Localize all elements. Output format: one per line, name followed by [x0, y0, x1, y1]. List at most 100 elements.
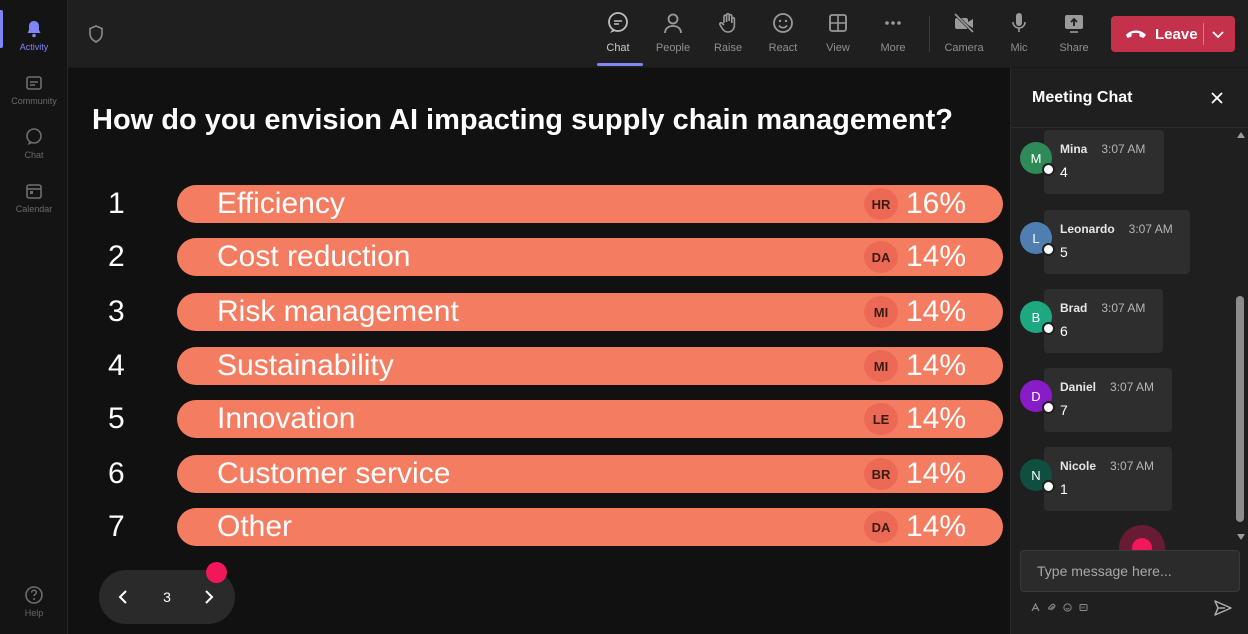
scroll-down-arrow[interactable] [1237, 534, 1245, 540]
option-percent: 14% [906, 402, 967, 435]
option-label: Cost reduction [217, 240, 411, 273]
click-indicator-dot [206, 562, 227, 583]
option-bar[interactable]: Cost reduction DA 14% [177, 238, 1003, 276]
option-label: Customer service [217, 457, 451, 490]
presence-status-icon [1042, 163, 1055, 176]
shield-icon[interactable] [86, 24, 106, 44]
message-time: 3:07 AM [1101, 142, 1146, 156]
poll-option[interactable]: 3 Risk management MI 14% [68, 293, 1010, 331]
rail-active-indicator [0, 10, 3, 48]
poll-option[interactable]: 7 Other DA 14% [68, 508, 1010, 546]
phone-hangup-icon [1125, 26, 1147, 42]
poll-option[interactable]: 1 Efficiency HR 16% [68, 185, 1010, 223]
close-icon[interactable] [1209, 90, 1225, 106]
option-number: 1 [108, 187, 125, 220]
chat-scrollbar[interactable] [1233, 130, 1247, 544]
chat-message: Leonardo 3:07 AM 5 L [1011, 210, 1231, 274]
presence-status-icon [1042, 322, 1055, 335]
toolbar-mic-button[interactable]: Mic [992, 10, 1046, 60]
option-bar[interactable]: Other DA 14% [177, 508, 1003, 546]
message-time: 3:07 AM [1110, 380, 1155, 394]
toolbar-view-button[interactable]: View [811, 10, 865, 60]
option-percent: 14% [906, 510, 967, 543]
more-icon [880, 10, 906, 36]
poll-stage: How do you envision AI impacting supply … [68, 68, 1010, 634]
smiley-icon [770, 10, 796, 36]
format-toolbar [1030, 602, 1088, 612]
message-time: 3:07 AM [1101, 301, 1146, 315]
help-icon [24, 585, 44, 605]
option-bar[interactable]: Customer service BR 14% [177, 455, 1003, 493]
message-text: 4 [1060, 164, 1068, 180]
community-icon [24, 73, 44, 93]
message-author: Daniel [1060, 380, 1097, 394]
chevron-left-icon[interactable] [113, 587, 133, 607]
meeting-chat-panel: Meeting Chat Mina 3:07 AM 4 M Leonardo 3:0… [1010, 68, 1248, 634]
poll-option[interactable]: 4 Sustainability MI 14% [68, 347, 1010, 385]
rail-item-help[interactable]: Help [4, 576, 64, 626]
option-number: 5 [108, 402, 125, 435]
toolbar-share-button[interactable]: Share [1047, 10, 1101, 60]
chat-icon [24, 127, 44, 147]
rail-item-label: Calendar [15, 203, 53, 214]
avatar: MI [864, 350, 898, 382]
option-percent: 14% [906, 295, 967, 328]
presence-status-icon [1042, 480, 1055, 493]
avatar: DA [864, 511, 898, 543]
rail-item-community[interactable]: Community [4, 64, 64, 114]
option-percent: 14% [906, 349, 967, 382]
mic-icon [1006, 10, 1032, 36]
camera-off-icon [951, 10, 977, 36]
option-number: 2 [108, 240, 125, 273]
toolbar-button-label: Mic [1010, 42, 1028, 54]
rail-item-activity[interactable]: Activity [4, 10, 64, 60]
option-label: Other [217, 510, 293, 543]
leave-button-label: Leave [1155, 25, 1198, 43]
rail-item-calendar[interactable]: Calendar [4, 172, 64, 222]
toolbar-button-label: Share [1059, 42, 1089, 54]
bell-icon [24, 19, 44, 39]
message-author: Leonardo [1060, 222, 1115, 236]
option-bar[interactable]: Efficiency HR 16% [177, 185, 1003, 223]
format-icon[interactable] [1030, 602, 1040, 612]
toolbar-react-button[interactable]: React [756, 10, 810, 60]
poll-option[interactable]: 6 Customer service BR 14% [68, 455, 1010, 493]
chevron-right-icon[interactable] [199, 587, 219, 607]
toolbar-chat-button[interactable]: Chat [591, 10, 645, 60]
presence-status-icon [1042, 243, 1055, 256]
message-author: Mina [1060, 142, 1088, 156]
calendar-icon [24, 181, 44, 201]
toolbar-button-label: View [826, 42, 850, 54]
chat-message-input[interactable] [1020, 550, 1240, 592]
option-bar[interactable]: Risk management MI 14% [177, 293, 1003, 331]
message-bubble: Mina 3:07 AM 4 [1044, 130, 1164, 194]
toolbar-button-label: Chat [606, 42, 630, 54]
poll-option[interactable]: 2 Cost reduction DA 14% [68, 238, 1010, 276]
scrollbar-thumb[interactable] [1236, 296, 1244, 522]
rail-item-label: Community [11, 95, 57, 106]
message-time: 3:07 AM [1110, 459, 1155, 473]
avatar: LE [864, 403, 898, 435]
gif-icon[interactable] [1078, 602, 1088, 612]
rail-item-chat[interactable]: Chat [4, 118, 64, 168]
chat-message: Daniel 3:07 AM 7 D [1011, 368, 1231, 432]
option-bar[interactable]: Sustainability MI 14% [177, 347, 1003, 385]
toolbar-raise-button[interactable]: Raise [701, 10, 755, 60]
option-percent: 14% [906, 240, 967, 273]
chevron-down-icon[interactable] [1211, 28, 1225, 40]
option-label: Risk management [217, 295, 459, 328]
toolbar-camera-button[interactable]: Camera [937, 10, 991, 60]
meeting-toolbar: Chat People Raise React View More [68, 0, 1248, 68]
toolbar-people-button[interactable]: People [646, 10, 700, 60]
attach-icon[interactable] [1046, 602, 1056, 612]
send-icon[interactable] [1213, 598, 1233, 618]
chat-tab-indicator [597, 63, 643, 66]
emoji-icon[interactable] [1062, 602, 1072, 612]
option-number: 3 [108, 295, 125, 328]
toolbar-more-button[interactable]: More [866, 10, 920, 60]
leave-button[interactable]: Leave [1111, 16, 1235, 52]
left-rail: Activity Community Chat Calendar Help [0, 0, 68, 634]
poll-option[interactable]: 5 Innovation LE 14% [68, 400, 1010, 438]
scroll-up-arrow[interactable] [1237, 132, 1245, 138]
option-bar[interactable]: Innovation LE 14% [177, 400, 1003, 438]
